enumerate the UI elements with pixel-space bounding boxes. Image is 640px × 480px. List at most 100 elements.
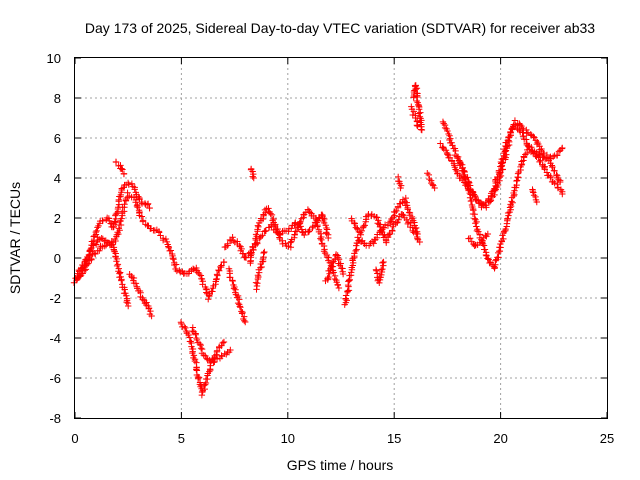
data-point xyxy=(479,237,486,244)
data-point xyxy=(172,261,180,268)
data-points xyxy=(70,82,566,399)
data-point xyxy=(169,255,177,262)
data-point xyxy=(81,266,89,274)
data-point xyxy=(146,204,153,212)
data-point xyxy=(464,183,471,190)
data-point xyxy=(507,128,514,136)
data-point xyxy=(139,218,147,225)
data-point xyxy=(376,279,383,287)
data-point xyxy=(196,270,203,278)
data-point xyxy=(198,391,206,399)
data-point xyxy=(514,170,522,177)
data-point xyxy=(376,223,384,231)
data-point xyxy=(229,277,236,285)
data-point xyxy=(178,320,185,328)
data-point xyxy=(429,181,436,188)
data-point xyxy=(133,202,141,210)
data-point xyxy=(559,190,566,198)
data-point xyxy=(547,174,554,181)
data-point xyxy=(254,222,262,229)
data-point xyxy=(500,235,507,243)
data-point xyxy=(254,272,262,279)
y-tick-label: -4 xyxy=(49,331,61,346)
data-point xyxy=(213,351,220,358)
data-point xyxy=(467,197,475,205)
y-tick-label: 2 xyxy=(54,211,61,226)
data-point xyxy=(193,336,201,344)
data-point xyxy=(195,374,203,381)
data-point xyxy=(331,275,338,283)
data-point xyxy=(259,258,266,265)
x-tick-label: 0 xyxy=(71,431,78,446)
data-point xyxy=(400,211,407,219)
data-point xyxy=(118,165,125,172)
data-point xyxy=(412,114,419,122)
data-point xyxy=(536,158,543,166)
data-point xyxy=(405,209,413,216)
data-point xyxy=(139,296,146,303)
data-point xyxy=(305,228,313,235)
data-point xyxy=(473,223,480,230)
data-point xyxy=(118,215,125,222)
data-point xyxy=(360,223,367,230)
data-point xyxy=(395,216,402,223)
data-point xyxy=(471,192,479,200)
data-point xyxy=(144,201,151,208)
data-point xyxy=(409,227,416,235)
data-point xyxy=(555,148,563,155)
data-point xyxy=(373,214,381,221)
data-point xyxy=(288,225,295,232)
data-point xyxy=(467,191,474,198)
data-point xyxy=(418,126,425,133)
data-point xyxy=(550,167,558,174)
data-point xyxy=(325,273,332,281)
data-point xyxy=(221,350,228,357)
data-point xyxy=(261,248,268,256)
data-point xyxy=(454,154,461,162)
data-point xyxy=(287,239,294,246)
data-point xyxy=(379,265,386,273)
data-point xyxy=(519,132,527,140)
data-point xyxy=(205,296,212,303)
data-point xyxy=(416,238,423,246)
data-point xyxy=(215,267,223,274)
data-point xyxy=(444,151,451,158)
data-point xyxy=(466,194,474,201)
data-point xyxy=(206,356,213,364)
data-point xyxy=(414,235,421,242)
data-point xyxy=(155,229,163,236)
data-point xyxy=(506,204,514,211)
data-point xyxy=(301,231,308,239)
data-point xyxy=(259,232,266,239)
data-point xyxy=(260,249,267,257)
data-point xyxy=(119,166,126,173)
data-point xyxy=(193,366,200,373)
data-point xyxy=(397,184,404,192)
data-point xyxy=(452,147,459,155)
data-point xyxy=(211,352,219,359)
data-point xyxy=(258,263,265,271)
data-point xyxy=(191,357,199,365)
data-point xyxy=(407,219,415,227)
x-tick-label: 25 xyxy=(600,431,614,446)
data-point xyxy=(219,339,226,347)
data-point xyxy=(101,243,108,250)
data-point xyxy=(268,223,275,230)
data-point xyxy=(380,258,387,266)
data-point xyxy=(388,227,396,234)
data-point xyxy=(472,220,479,227)
data-point xyxy=(116,193,123,200)
data-point xyxy=(125,181,133,188)
data-point xyxy=(391,208,399,216)
data-point xyxy=(196,340,204,348)
data-point xyxy=(134,204,141,211)
data-point xyxy=(382,237,390,245)
data-point xyxy=(522,136,530,143)
data-point xyxy=(412,86,419,93)
y-tick-label: -2 xyxy=(49,291,61,306)
data-point xyxy=(418,126,426,134)
data-point xyxy=(200,351,207,359)
plot-frame xyxy=(74,57,608,419)
data-point xyxy=(114,261,122,268)
